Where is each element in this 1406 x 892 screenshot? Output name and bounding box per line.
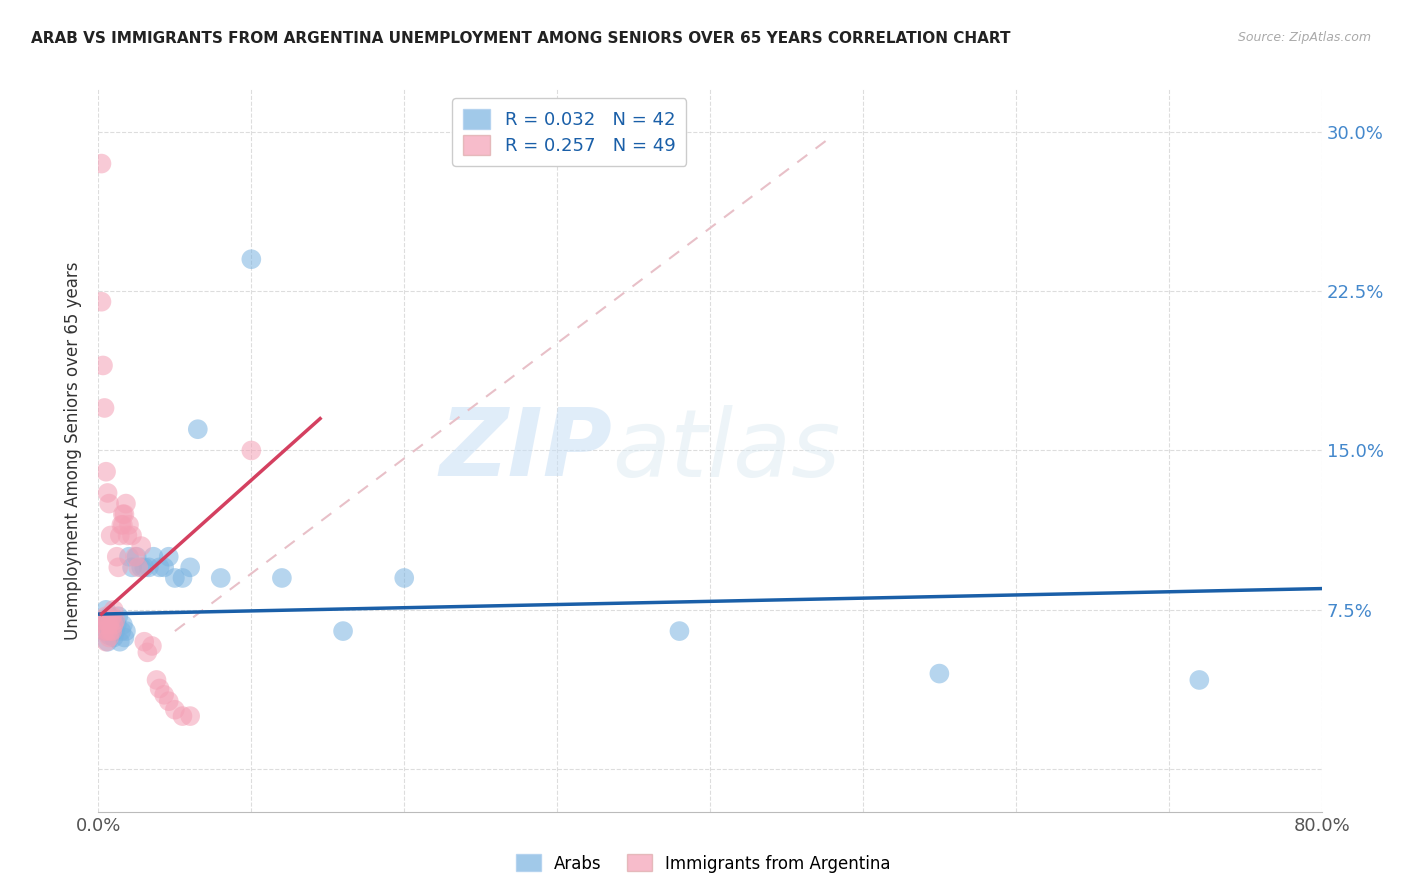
Point xyxy=(141,639,163,653)
Point xyxy=(136,645,159,659)
Point xyxy=(121,560,143,574)
Point xyxy=(100,624,122,639)
Point xyxy=(153,560,176,574)
Point xyxy=(112,507,135,521)
Point xyxy=(93,401,115,415)
Point xyxy=(129,539,152,553)
Point xyxy=(117,528,139,542)
Point xyxy=(98,609,121,624)
Point xyxy=(94,609,117,624)
Point xyxy=(100,614,122,628)
Point xyxy=(145,673,167,687)
Point xyxy=(115,624,138,639)
Point xyxy=(112,631,135,645)
Point xyxy=(110,517,132,532)
Legend: R = 0.032   N = 42, R = 0.257   N = 49: R = 0.032 N = 42, R = 0.257 N = 49 xyxy=(453,98,686,166)
Point xyxy=(90,294,112,309)
Point xyxy=(124,549,146,564)
Point xyxy=(98,631,121,645)
Point xyxy=(121,528,143,542)
Point xyxy=(138,560,160,574)
Point xyxy=(103,631,125,645)
Point xyxy=(100,624,122,639)
Point xyxy=(98,497,121,511)
Point xyxy=(108,528,131,542)
Point xyxy=(108,634,131,648)
Point xyxy=(100,528,122,542)
Point xyxy=(104,614,127,628)
Point xyxy=(127,560,149,574)
Point xyxy=(149,560,172,574)
Point xyxy=(668,624,690,639)
Legend: Arabs, Immigrants from Argentina: Arabs, Immigrants from Argentina xyxy=(509,847,897,880)
Point xyxy=(97,624,120,639)
Point xyxy=(332,624,354,639)
Point xyxy=(163,571,186,585)
Point xyxy=(179,709,201,723)
Point xyxy=(172,709,194,723)
Point xyxy=(107,609,129,624)
Point xyxy=(157,549,180,564)
Point xyxy=(94,603,117,617)
Point xyxy=(101,617,124,632)
Point xyxy=(93,624,115,639)
Point xyxy=(111,507,134,521)
Point xyxy=(209,571,232,585)
Point xyxy=(157,694,180,708)
Point xyxy=(187,422,209,436)
Point xyxy=(101,624,124,639)
Point xyxy=(1188,673,1211,687)
Point xyxy=(103,603,125,617)
Point xyxy=(179,560,201,574)
Point xyxy=(111,617,134,632)
Point xyxy=(107,560,129,574)
Text: atlas: atlas xyxy=(612,405,841,496)
Point xyxy=(94,617,117,632)
Point xyxy=(153,688,176,702)
Text: ZIP: ZIP xyxy=(439,404,612,497)
Point xyxy=(94,634,117,648)
Point xyxy=(105,617,128,632)
Point xyxy=(118,549,141,564)
Point xyxy=(115,497,138,511)
Point xyxy=(240,252,263,267)
Point xyxy=(98,617,121,632)
Point xyxy=(928,666,950,681)
Point xyxy=(118,517,141,532)
Point xyxy=(91,614,114,628)
Point xyxy=(98,628,121,642)
Point xyxy=(94,465,117,479)
Point xyxy=(97,634,120,648)
Point xyxy=(172,571,194,585)
Point xyxy=(93,617,115,632)
Point xyxy=(134,634,156,648)
Point xyxy=(104,624,127,639)
Point xyxy=(101,609,124,624)
Point xyxy=(142,549,165,564)
Point xyxy=(103,617,125,632)
Point xyxy=(125,549,148,564)
Point xyxy=(90,156,112,170)
Point xyxy=(100,614,122,628)
Text: Source: ZipAtlas.com: Source: ZipAtlas.com xyxy=(1237,31,1371,45)
Point xyxy=(111,517,134,532)
Text: ARAB VS IMMIGRANTS FROM ARGENTINA UNEMPLOYMENT AMONG SENIORS OVER 65 YEARS CORRE: ARAB VS IMMIGRANTS FROM ARGENTINA UNEMPL… xyxy=(31,31,1011,46)
Point xyxy=(149,681,172,696)
Point xyxy=(134,560,156,574)
Point xyxy=(97,486,120,500)
Point xyxy=(270,571,292,585)
Point xyxy=(105,549,128,564)
Point xyxy=(103,614,125,628)
Point xyxy=(91,614,114,628)
Point xyxy=(93,624,115,639)
Point xyxy=(129,560,152,574)
Point xyxy=(240,443,263,458)
Point xyxy=(392,571,416,585)
Point xyxy=(97,614,120,628)
Y-axis label: Unemployment Among Seniors over 65 years: Unemployment Among Seniors over 65 years xyxy=(65,261,83,640)
Point xyxy=(163,703,186,717)
Point xyxy=(91,359,114,373)
Point xyxy=(110,624,132,639)
